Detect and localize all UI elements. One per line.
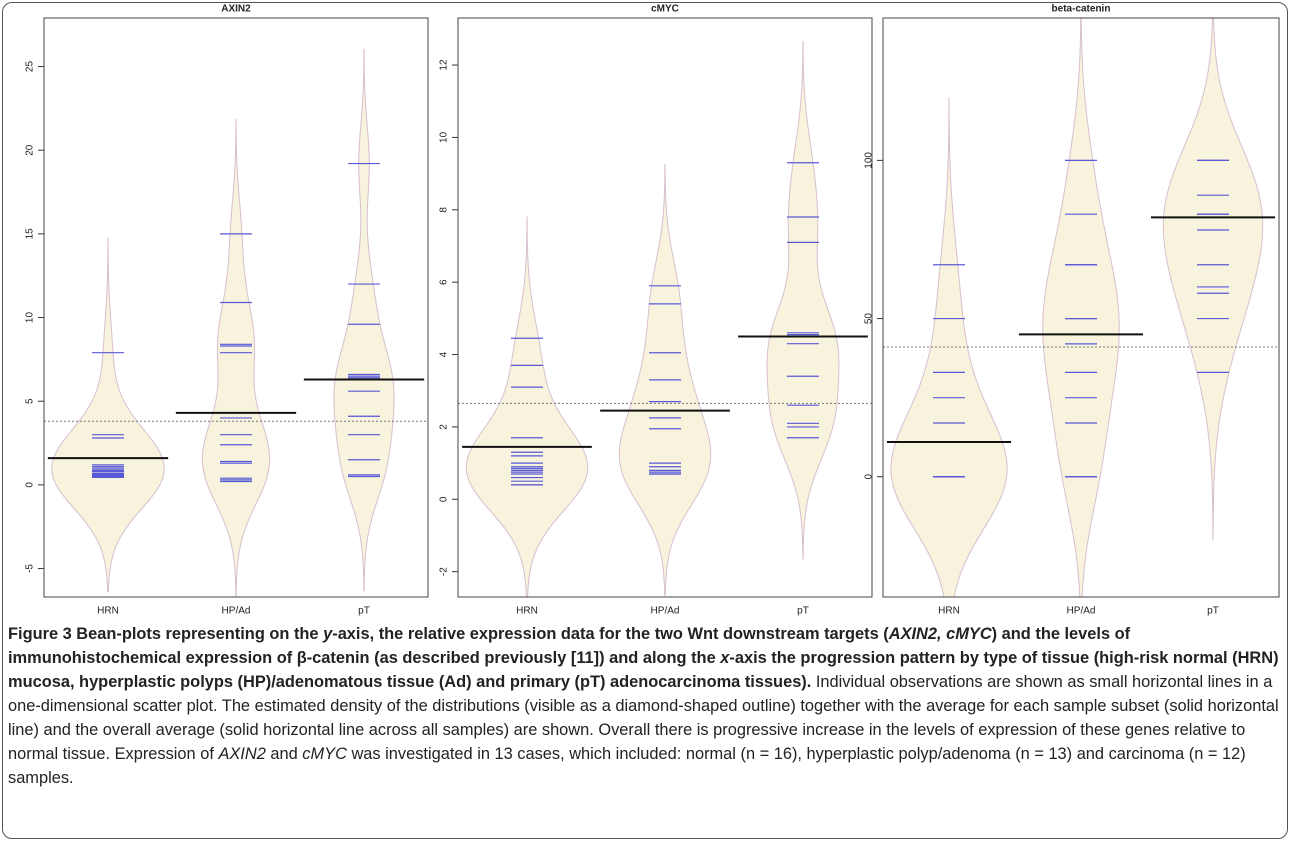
y-tick-label: 15 bbox=[25, 228, 36, 240]
x-tick-label: HP/Ad bbox=[651, 606, 680, 617]
y-tick-label: 0 bbox=[439, 496, 450, 502]
y-tick-label: 100 bbox=[864, 152, 875, 169]
y-tick-label: 50 bbox=[864, 313, 875, 325]
y-tick-label: -2 bbox=[439, 567, 450, 576]
chart-area: AXIN2 -5 0 5 10 15 20 25 HRN HP/Ad pT cMYC -2 0 2 4 6 8 10… bbox=[25, 4, 1280, 617]
x-tick-label: HRN bbox=[938, 606, 960, 617]
plot-frame bbox=[43, 17, 429, 598]
bean bbox=[465, 216, 589, 597]
chart-title: cMYC bbox=[651, 4, 679, 15]
caption-run: cMYC bbox=[302, 745, 347, 763]
caption-run: Figure 3 Bean-plots representing on the bbox=[8, 625, 324, 643]
caption-title: Figure 3 Bean-plots representing on the … bbox=[8, 625, 1279, 691]
caption-run: x bbox=[720, 649, 730, 667]
caption-run: AXIN2, cMYC bbox=[888, 625, 992, 643]
caption-run: y bbox=[323, 625, 333, 643]
panel: AXIN2 -5 0 5 10 15 20 25 HRN HP/Ad pT bbox=[25, 4, 429, 617]
x-tick-label: HP/Ad bbox=[1067, 606, 1096, 617]
y-tick-label: 4 bbox=[439, 351, 450, 357]
plot-frame bbox=[882, 17, 1280, 598]
y-tick-label: 0 bbox=[25, 482, 36, 488]
chart-title: beta-catenin bbox=[1052, 4, 1111, 15]
y-tick-label: 6 bbox=[439, 279, 450, 285]
y-tick-label: 25 bbox=[25, 61, 36, 73]
caption-run: -axis, the relative expression data for … bbox=[332, 625, 889, 643]
x-tick-label: HP/Ad bbox=[222, 606, 251, 617]
bean bbox=[890, 97, 1008, 597]
y-tick-label: -5 bbox=[25, 564, 36, 573]
caption-run: Individual observations are shown as sma… bbox=[8, 673, 1279, 763]
y-tick-label: 12 bbox=[439, 59, 450, 71]
caption-run: AXIN2 bbox=[218, 745, 266, 763]
caption-run: and bbox=[265, 745, 303, 763]
caption-body: Individual observations are shown as sma… bbox=[8, 673, 1279, 787]
y-tick-label: 2 bbox=[439, 424, 450, 430]
bean bbox=[766, 41, 840, 560]
y-tick-label: 5 bbox=[25, 398, 36, 404]
caption-run: ) and the levels of immunohistochemical … bbox=[8, 625, 1131, 667]
caption: Figure 3 Bean-plots representing on the … bbox=[8, 622, 1280, 790]
x-tick-label: pT bbox=[1207, 606, 1219, 617]
chart-title: AXIN2 bbox=[221, 4, 251, 15]
y-tick-label: 0 bbox=[864, 474, 875, 480]
plot-frame bbox=[457, 17, 873, 598]
y-tick-label: 20 bbox=[25, 144, 36, 156]
bean bbox=[1042, 18, 1120, 597]
panel: cMYC -2 0 2 4 6 8 10 12 HRN HP/Ad pT bbox=[439, 4, 873, 617]
y-tick-label: 8 bbox=[439, 207, 450, 213]
caption-run: was investigated in 13 cases, which incl… bbox=[8, 745, 1246, 787]
bean bbox=[333, 48, 395, 592]
x-tick-label: pT bbox=[358, 606, 370, 617]
y-tick-label: 10 bbox=[439, 131, 450, 143]
x-tick-label: HRN bbox=[516, 606, 538, 617]
caption-run: -axis the progression pattern by type of… bbox=[8, 649, 1279, 691]
bean bbox=[1162, 18, 1264, 540]
bean bbox=[51, 237, 165, 593]
x-tick-label: HRN bbox=[97, 606, 119, 617]
panel: beta-catenin 0 50 100 HRN HP/Ad pT bbox=[864, 4, 1280, 617]
y-tick-label: 10 bbox=[25, 312, 36, 324]
x-tick-label: pT bbox=[797, 606, 809, 617]
bean bbox=[201, 119, 271, 597]
